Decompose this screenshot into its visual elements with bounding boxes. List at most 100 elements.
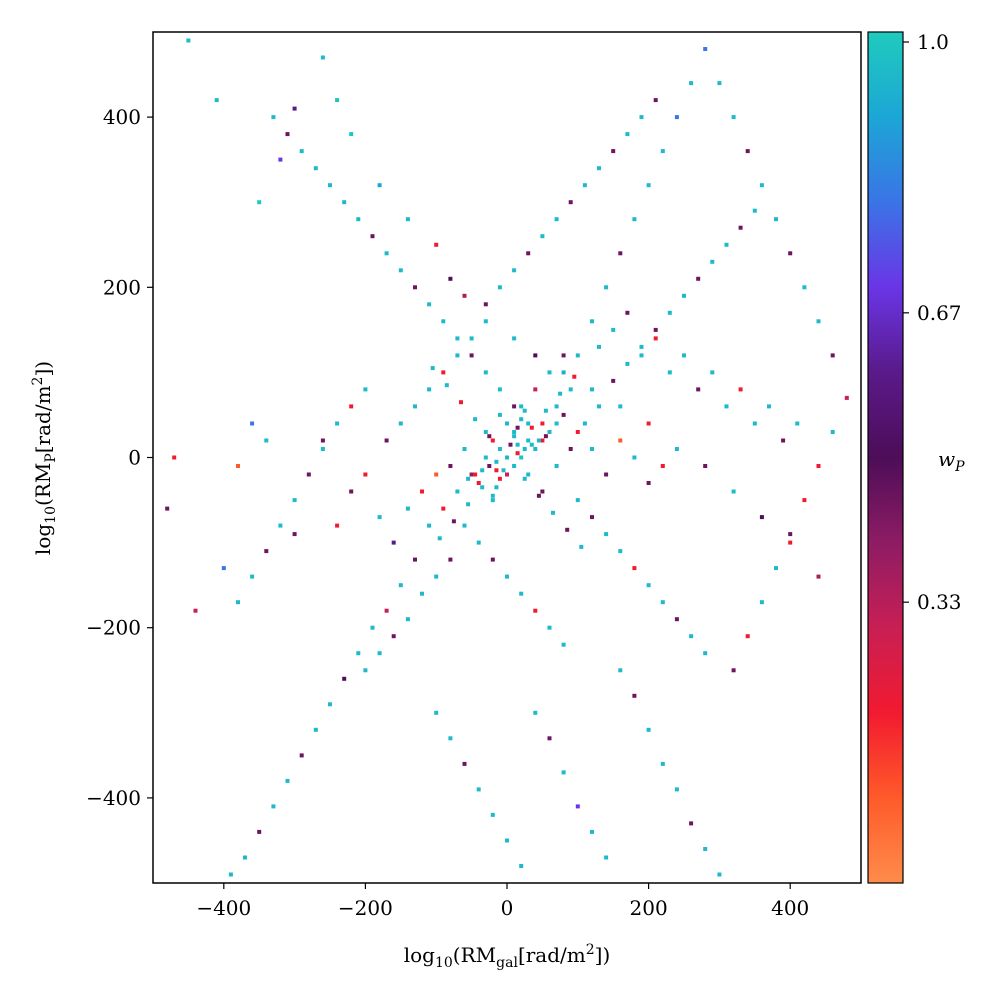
data-point	[427, 523, 432, 528]
data-point	[646, 481, 651, 485]
data-point	[582, 421, 587, 426]
data-point	[710, 370, 715, 375]
data-point	[391, 634, 396, 639]
data-point	[533, 710, 538, 715]
y-ticks: −400 −200 0 200 400	[86, 105, 153, 810]
y-axis-label: log10(RMP[rad/m2])	[30, 361, 59, 555]
data-point	[597, 344, 601, 349]
data-point	[292, 498, 297, 503]
data-point	[561, 412, 566, 417]
data-point	[384, 251, 389, 256]
data-point	[533, 447, 538, 451]
data-point	[413, 404, 417, 409]
data-point	[328, 702, 332, 707]
data-point	[257, 200, 262, 205]
data-point	[788, 540, 793, 545]
data-point	[639, 115, 644, 120]
data-point	[512, 464, 517, 468]
data-point	[193, 608, 198, 613]
data-point	[455, 489, 460, 494]
data-point	[536, 438, 541, 443]
data-point	[441, 506, 446, 511]
data-point	[483, 319, 488, 324]
data-point	[568, 447, 573, 451]
data-point	[582, 183, 587, 188]
y-tick-label: 0	[128, 446, 141, 470]
data-point	[221, 566, 226, 571]
x-tick-label: 400	[771, 896, 809, 920]
data-point	[444, 383, 449, 388]
data-point	[473, 417, 478, 422]
data-point	[540, 421, 545, 426]
data-point	[476, 787, 481, 792]
data-point	[299, 753, 304, 758]
data-point	[632, 693, 637, 698]
data-point	[363, 387, 368, 392]
data-point	[689, 81, 694, 86]
data-point	[441, 319, 446, 324]
data-point	[257, 829, 262, 834]
data-point	[526, 251, 531, 256]
data-point	[236, 600, 240, 605]
data-point	[844, 395, 849, 400]
data-point	[759, 183, 764, 188]
data-point	[462, 523, 467, 528]
data-point	[320, 55, 325, 60]
data-point	[462, 447, 467, 451]
data-point	[285, 778, 290, 783]
data-point	[759, 600, 764, 605]
data-point	[391, 540, 396, 545]
data-point	[448, 464, 453, 468]
data-point	[618, 549, 623, 554]
data-point	[250, 421, 255, 426]
data-point	[515, 425, 520, 430]
data-point	[448, 736, 453, 741]
data-point	[774, 217, 778, 222]
data-point	[505, 421, 509, 426]
data-point	[590, 319, 594, 324]
data-point	[494, 468, 499, 473]
data-point	[490, 812, 495, 817]
data-point	[490, 438, 495, 443]
data-point	[377, 515, 382, 520]
data-point	[462, 293, 467, 298]
data-point	[660, 600, 665, 605]
data-point	[512, 268, 517, 273]
data-point	[597, 166, 601, 171]
data-point	[660, 464, 665, 468]
x-tick-label: −200	[338, 896, 393, 920]
data-point	[455, 336, 460, 341]
data-point	[618, 668, 623, 673]
data-point	[405, 217, 410, 222]
data-point	[526, 438, 531, 443]
data-point	[575, 498, 580, 503]
data-point	[625, 132, 630, 137]
data-point	[512, 336, 517, 341]
data-point	[533, 608, 538, 613]
data-point	[441, 370, 446, 375]
data-point	[724, 404, 729, 409]
data-point	[398, 583, 403, 588]
data-point	[689, 634, 694, 639]
data-point	[497, 447, 502, 451]
data-point	[554, 217, 559, 222]
data-point	[788, 251, 793, 256]
data-point	[533, 353, 538, 358]
data-point	[547, 370, 552, 375]
data-point	[816, 319, 821, 324]
data-point	[420, 489, 424, 494]
data-point	[512, 404, 517, 409]
data-point	[830, 353, 835, 358]
data-point	[483, 370, 488, 375]
y-tick-label: −400	[86, 786, 141, 810]
data-point	[487, 464, 492, 468]
data-point	[469, 472, 474, 477]
data-point	[529, 442, 534, 447]
data-point	[689, 821, 694, 826]
data-point	[802, 498, 807, 503]
data-point	[236, 464, 240, 468]
data-point	[278, 157, 283, 162]
data-point	[342, 676, 347, 681]
data-point	[731, 489, 736, 494]
data-point	[515, 451, 520, 456]
